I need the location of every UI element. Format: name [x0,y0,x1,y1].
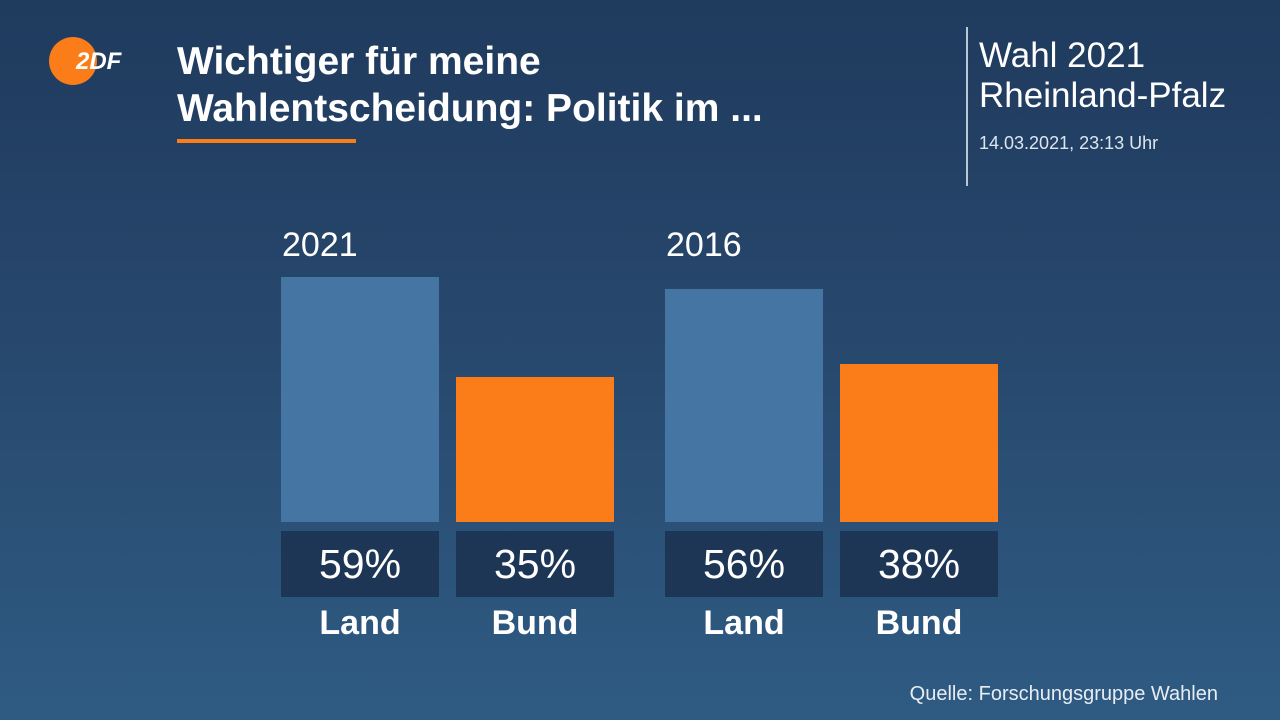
bar-2021-bund [456,377,614,522]
zdf-logo: 2DF [49,37,123,85]
title-line-2: Wahlentscheidung: Politik im ... [177,87,763,130]
title-underline [177,139,356,143]
header-divider [966,27,968,186]
source-note: Quelle: Forschungsgruppe Wahlen [909,683,1218,705]
election-line-2: Rheinland-Pfalz [979,76,1227,115]
page-title: Wichtiger für meine Wahlentscheidung: Po… [177,38,877,132]
value-label-2021-land: 59% [281,531,439,597]
bar-2016-bund [840,364,998,522]
group-label-2016: 2016 [666,226,742,264]
logo-circle [49,37,97,85]
bar-2021-land [281,277,439,522]
category-label-2021-land: Land [319,604,401,642]
category-label-2021-bund: Bund [491,604,579,642]
election-line-1: Wahl 2021 [979,36,1146,75]
title-line-1: Wichtiger für meine [177,40,541,83]
logo-text: 2DF [75,48,123,75]
value-label-2016-bund: 38% [840,531,998,597]
group-label-2021: 2021 [282,226,358,264]
category-label-2016-bund: Bund [875,604,963,642]
value-label-2021-bund: 35% [456,531,614,597]
value-label-2016-land: 56% [665,531,823,597]
election-name: Wahl 2021 Rheinland-Pfalz [979,36,1226,116]
bar-2016-land [665,289,823,522]
timestamp: 14.03.2021, 23:13 Uhr [979,133,1159,153]
category-label-2016-land: Land [703,604,785,642]
